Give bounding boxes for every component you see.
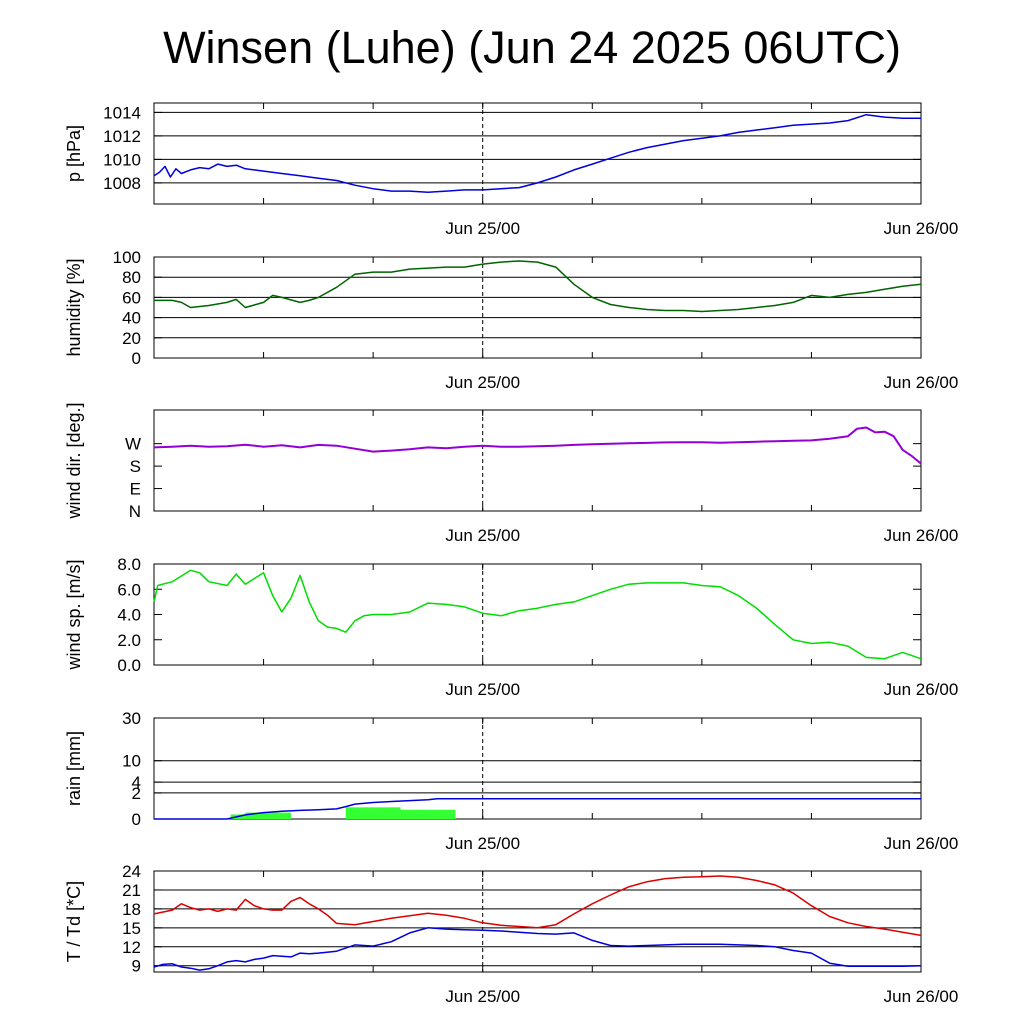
plot-frame <box>153 256 922 359</box>
wind_dir-line <box>153 426 922 465</box>
chart-title: Winsen (Luhe) (Jun 24 2025 06UTC) <box>163 22 901 73</box>
x-tick-label: Jun 25/00 <box>445 526 520 545</box>
y-tick-label: 100 <box>113 248 141 267</box>
x-tick-label: Jun 25/00 <box>445 834 520 853</box>
humidity-line <box>154 260 922 313</box>
dewpoint-line <box>153 927 922 971</box>
y-tick-label: 6.0 <box>117 580 141 599</box>
plot-frame <box>153 870 922 973</box>
y-tick-label: 2.0 <box>117 631 141 650</box>
x-tick-label: Jun 26/00 <box>884 373 959 392</box>
y-tick-label: 1012 <box>103 127 141 146</box>
x-tick-label: Jun 25/00 <box>445 373 520 392</box>
y-tick-label: 80 <box>122 268 141 287</box>
y-tick-label: 24 <box>122 862 141 881</box>
x-tick-label: Jun 26/00 <box>884 834 959 853</box>
x-tick-label: Jun 26/00 <box>884 219 959 238</box>
y-tick-label: 1008 <box>103 174 141 193</box>
y-tick-label: 21 <box>122 881 141 900</box>
x-tick-label: Jun 26/00 <box>884 680 959 699</box>
x-tick-label: Jun 25/00 <box>445 219 520 238</box>
y-tick-label: 10 <box>122 752 141 771</box>
pressure-line <box>153 113 921 194</box>
y-tick-label: 20 <box>122 329 141 348</box>
rain-bar <box>400 809 456 819</box>
y-axis-label: rain [mm] <box>64 731 84 806</box>
y-tick-label: 0 <box>132 349 141 368</box>
y-axis-label: humidity [%] <box>64 258 84 356</box>
temperature-line <box>153 875 922 937</box>
y-axis-label: wind sp. [m/s] <box>64 559 84 670</box>
rain-bar <box>345 807 401 819</box>
y-tick-label: E <box>130 480 141 499</box>
y-tick-label: 40 <box>122 309 141 328</box>
y-tick-label: 1010 <box>103 150 141 169</box>
y-tick-label: 1014 <box>103 103 141 122</box>
x-tick-label: Jun 26/00 <box>884 987 959 1006</box>
plot-frame <box>153 717 922 820</box>
y-axis-label: p [hPa] <box>64 125 84 182</box>
panel-1: 1008 1010 1012 1014 p [hPa] Jun 25/00 Jun 26/0… <box>64 102 959 238</box>
y-axis-label: wind dir. [deg.] <box>64 402 84 519</box>
y-tick-label: 18 <box>122 900 141 919</box>
y-tick-label: W <box>125 435 141 454</box>
plot-frame <box>153 563 922 666</box>
y-tick-label: S <box>130 457 141 476</box>
wind_speed-line <box>153 569 922 660</box>
y-tick-label: 60 <box>122 288 141 307</box>
rain-bar <box>245 812 291 819</box>
y-axis-label: T / Td [*C] <box>64 881 84 962</box>
x-tick-label: Jun 26/00 <box>884 526 959 545</box>
panel-4: 0.0 2.0 4.0 6.0 8.0 wind sp. [m/s] Jun 25/00 Ju… <box>64 555 958 699</box>
plot-frame <box>153 102 922 205</box>
rain_total-line <box>154 798 921 820</box>
y-tick-label: 4 <box>132 773 141 792</box>
y-tick-label: 4.0 <box>117 606 141 625</box>
panel-5: 0 24 10 30 rain [mm] Jun 25/00 Jun 26/00 <box>64 709 958 853</box>
y-tick-label: 8.0 <box>117 555 141 574</box>
y-tick-label: N <box>129 502 141 521</box>
plot-frame <box>153 409 922 512</box>
y-tick-label: 12 <box>122 938 141 957</box>
y-tick-label: 9 <box>132 957 141 976</box>
x-tick-label: Jun 25/00 <box>445 987 520 1006</box>
y-tick-label: 0 <box>132 810 141 829</box>
y-tick-label: 15 <box>122 919 141 938</box>
x-tick-label: Jun 25/00 <box>445 680 520 699</box>
y-tick-label: 30 <box>122 709 141 728</box>
y-tick-label: 2 <box>132 784 141 803</box>
y-tick-label: 0.0 <box>117 656 141 675</box>
